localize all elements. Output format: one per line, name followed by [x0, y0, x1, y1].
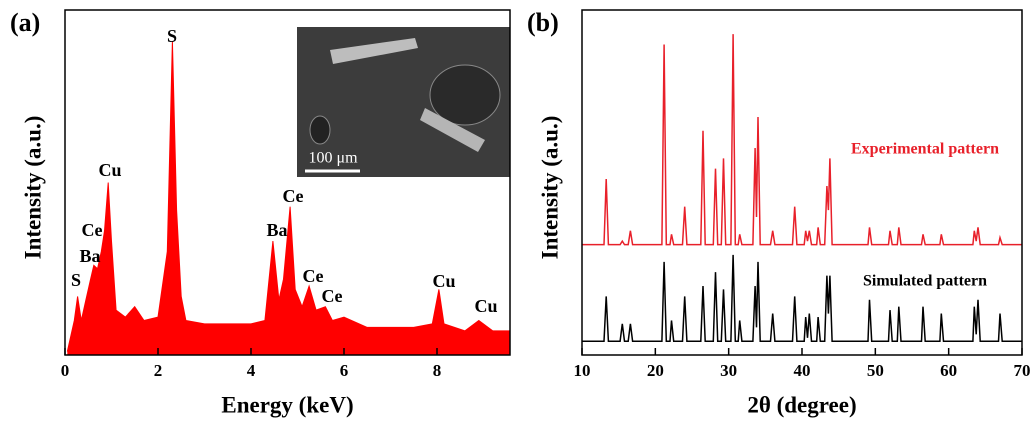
inset-feature: [309, 115, 331, 145]
panel-label: (a): [10, 8, 40, 37]
peak-label: Ce: [322, 286, 343, 306]
legend-label: Experimental pattern: [851, 141, 999, 158]
inset-crystal: [330, 38, 418, 64]
legend-label: Simulated pattern: [863, 273, 987, 290]
peak-label: S: [167, 26, 177, 46]
peak-label: Ba: [79, 246, 100, 266]
peak-label: Cu: [432, 271, 455, 291]
peak-label: Ce: [303, 266, 324, 286]
peak-label: Ce: [283, 186, 304, 206]
panel-label: (b): [527, 8, 559, 37]
x-tick-label: 20: [647, 361, 664, 380]
pattern-line: [582, 34, 1022, 246]
x-tick-label: 50: [867, 361, 884, 380]
x-tick-label: 30: [720, 361, 737, 380]
x-tick-label: 60: [940, 361, 957, 380]
peak-label: Ba: [266, 220, 287, 240]
peak-label: Ce: [82, 220, 103, 240]
peak-label: Cu: [98, 160, 121, 180]
x-tick-label: 8: [433, 361, 442, 380]
inset-feature: [429, 64, 501, 126]
pattern-line: [582, 254, 1022, 342]
x-tick-label: 6: [340, 361, 349, 380]
x-tick-label: 10: [574, 361, 591, 380]
peak-label: Cu: [474, 296, 497, 316]
x-axis-label: Energy (keV): [221, 392, 353, 417]
y-axis-label: Intensity (a.u.): [537, 116, 562, 260]
x-tick-label: 2: [154, 361, 163, 380]
scale-bar-label: 100 μm: [308, 150, 358, 167]
plot-frame: [64, 9, 511, 356]
x-tick-label: 70: [1014, 361, 1031, 380]
plot-frame: [581, 9, 1023, 356]
area-fill: [67, 41, 511, 355]
x-tick-label: 0: [61, 361, 70, 380]
inset-crystal: [420, 108, 485, 152]
x-tick-label: 40: [794, 361, 811, 380]
peak-label: S: [71, 270, 81, 290]
x-axis-label: 2θ (degree): [747, 392, 856, 417]
x-tick-label: 4: [247, 361, 256, 380]
spectrum-line: [66, 41, 510, 352]
y-axis-label: Intensity (a.u.): [20, 116, 45, 260]
